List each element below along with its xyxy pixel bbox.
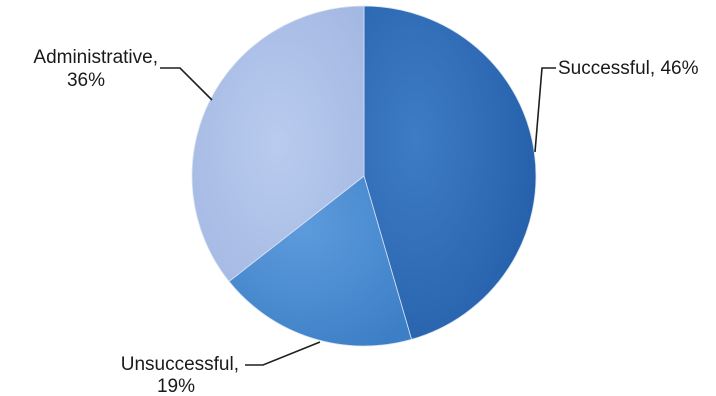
data-label-unsuccessful: Unsuccessful, 19% bbox=[121, 354, 239, 396]
data-label-administrative-value: 36% bbox=[67, 70, 105, 91]
data-label-successful: Successful, 46% bbox=[558, 58, 699, 79]
pie-slices bbox=[191, 5, 537, 347]
data-label-unsuccessful-name: Unsuccessful, bbox=[121, 354, 239, 375]
pie-slice-administrative bbox=[191, 5, 365, 282]
leader-line-unsuccessful bbox=[245, 341, 321, 366]
data-label-administrative: Administrative, 36% bbox=[33, 47, 158, 91]
leader-line-successful bbox=[534, 67, 556, 153]
leader-line-administrative bbox=[160, 67, 213, 101]
pie-slice-unsuccessful bbox=[228, 175, 413, 347]
data-label-administrative-name: Administrative, bbox=[33, 47, 158, 68]
data-label-unsuccessful-value: 19% bbox=[157, 376, 195, 396]
pie-slice-successful bbox=[363, 5, 537, 340]
